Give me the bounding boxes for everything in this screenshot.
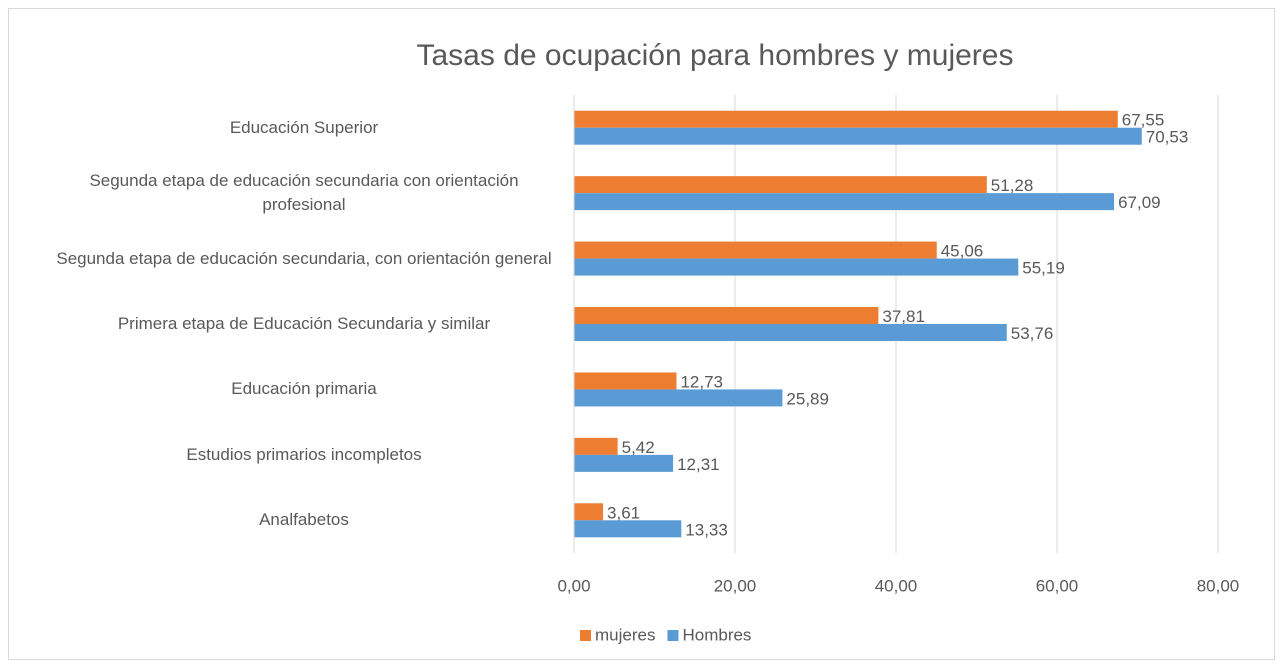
y-tick-label: Educación Superior: [229, 117, 379, 137]
bar: [574, 437, 618, 455]
y-tick-label: Segunda etapa de educación secundaria co…: [89, 171, 519, 215]
legend-swatch: [580, 630, 591, 641]
legend-label: mujeres: [595, 625, 655, 644]
data-label: 67,55: [1122, 111, 1165, 130]
y-tick-label: Segunda etapa de educación secundaria, c…: [56, 248, 552, 268]
chart-title: Tasas de ocupación para hombres y mujere…: [417, 39, 1014, 72]
bar: [574, 110, 1118, 128]
bar: [574, 258, 1019, 276]
data-label: 67,09: [1118, 193, 1161, 212]
bar: [574, 520, 682, 538]
bar: [574, 389, 783, 407]
legend-swatch: [667, 630, 679, 641]
data-label: 25,89: [786, 389, 829, 408]
bar: [574, 324, 1007, 341]
legend-label: Hombres: [682, 625, 751, 644]
data-label: 55,19: [1022, 259, 1065, 278]
x-tick-label: 20,00: [714, 576, 757, 595]
x-tick-label: 0,00: [557, 576, 590, 595]
bar: [574, 372, 677, 390]
y-tick-label: Primera etapa de Educación Secundaria y …: [117, 314, 491, 333]
data-label: 45,06: [941, 242, 984, 261]
y-tick-label: Estudios primarios incompletos: [186, 444, 422, 464]
data-label: 51,28: [991, 176, 1034, 195]
data-label: 12,31: [677, 455, 720, 474]
data-label: 5,42: [622, 438, 655, 457]
data-label: 13,33: [685, 520, 728, 539]
y-tick-label: Educación primaria: [231, 379, 377, 399]
bar: [574, 176, 987, 194]
bar: [574, 454, 674, 472]
bar: [574, 503, 604, 521]
y-tick-label: Analfabetos: [259, 510, 349, 530]
data-label: 12,73: [680, 372, 723, 391]
bar: [574, 307, 879, 324]
data-label: 70,53: [1146, 128, 1189, 147]
bar: [574, 193, 1115, 211]
bar: [574, 241, 937, 259]
data-label: 53,76: [1011, 324, 1054, 343]
data-label: 3,61: [607, 503, 640, 522]
x-tick-label: 40,00: [875, 576, 918, 595]
bar: [574, 127, 1142, 145]
x-tick-label: 80,00: [1197, 576, 1240, 595]
data-label: 37,81: [882, 307, 925, 326]
x-tick-label: 60,00: [1036, 576, 1079, 595]
